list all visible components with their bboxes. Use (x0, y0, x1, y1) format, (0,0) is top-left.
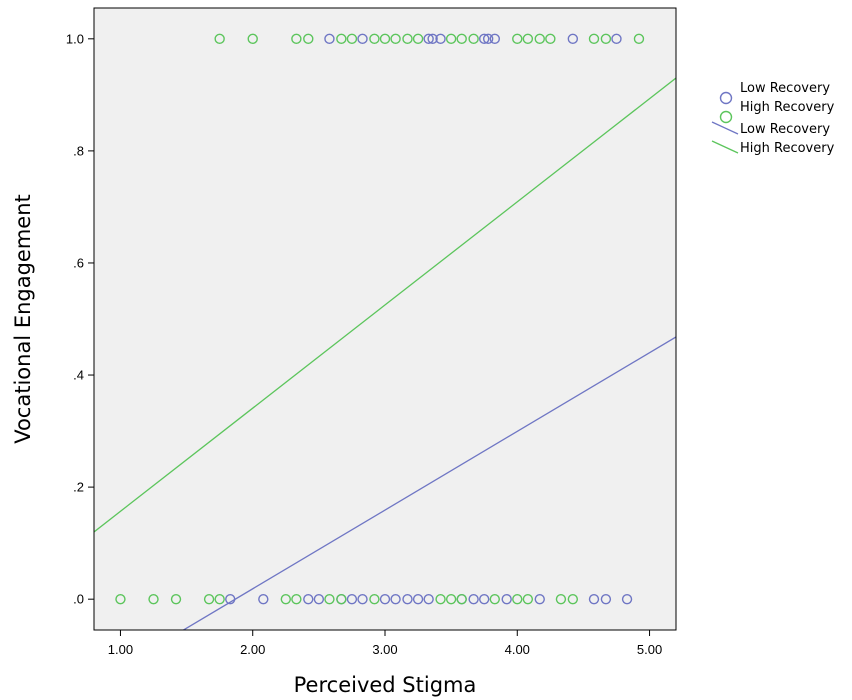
point-high-recovery (214, 33, 225, 45)
point-high-recovery (115, 593, 126, 605)
point-high-recovery (336, 593, 347, 605)
x-tick-label: 4.00 (505, 642, 530, 657)
point-high-recovery (522, 593, 534, 605)
x-tick-label: 3.00 (372, 642, 397, 657)
legend-line-low-recovery (711, 121, 739, 135)
point-high-recovery (336, 33, 347, 45)
point-low-recovery (468, 593, 479, 605)
point-high-recovery (170, 593, 182, 605)
point-low-recovery (534, 593, 545, 605)
point-low-recovery (423, 593, 434, 605)
point-high-recovery (512, 593, 523, 605)
point-low-recovery (303, 593, 314, 605)
point-low-recovery (225, 593, 236, 605)
point-high-recovery (445, 33, 457, 45)
legend-label-low-recovery: Low Recovery (740, 81, 830, 96)
point-low-recovery (412, 593, 424, 605)
point-high-recovery (303, 33, 314, 45)
point-low-recovery (402, 593, 413, 605)
point-high-recovery (148, 593, 159, 605)
point-high-recovery (390, 33, 401, 45)
legend-line-high-recovery (711, 140, 739, 154)
x-axis: 1.00 2.00 3.00 4.00 5.00 (108, 630, 662, 657)
y-tick-label: .4 (73, 368, 84, 383)
point-low-recovery (600, 593, 612, 605)
point-high-recovery (280, 593, 291, 605)
point-low-recovery (390, 593, 401, 605)
point-low-recovery (479, 593, 490, 605)
x-tick-label: 2.00 (240, 642, 265, 657)
point-low-recovery (588, 593, 600, 605)
legend-marker-high-recovery (719, 110, 733, 124)
point-low-recovery (258, 593, 269, 605)
point-high-recovery (545, 33, 556, 45)
x-axis-title: Perceived Stigma (294, 673, 477, 697)
point-low-recovery (379, 593, 391, 605)
point-low-recovery (501, 593, 512, 605)
point-high-recovery (369, 33, 380, 45)
point-low-recovery (482, 33, 494, 45)
point-high-recovery (633, 33, 645, 45)
y-tick-label: .0 (73, 592, 84, 607)
x-tick-label: 5.00 (637, 642, 662, 657)
fit-lines (94, 77, 676, 630)
point-high-recovery (402, 33, 413, 45)
point-high-recovery (522, 33, 534, 45)
point-low-recovery (427, 33, 438, 45)
point-low-recovery (479, 33, 490, 45)
point-low-recovery (567, 33, 579, 45)
point-low-recovery (435, 33, 446, 45)
point-high-recovery (600, 33, 612, 45)
point-high-recovery (412, 33, 424, 45)
legend: Low Recovery High Recovery Low Recovery Hig… (711, 81, 835, 156)
point-high-recovery (214, 593, 225, 605)
plot-area (94, 8, 676, 630)
point-low-recovery (324, 33, 335, 45)
point-high-recovery (567, 593, 579, 605)
fit-line-high-recovery (94, 77, 676, 533)
point-low-recovery (489, 33, 500, 45)
point-low-recovery (423, 33, 434, 45)
point-high-recovery (445, 593, 457, 605)
point-high-recovery (456, 33, 467, 45)
legend-marker-low-recovery (719, 91, 733, 105)
legend-label-low-recovery: Low Recovery (740, 122, 830, 137)
point-low-recovery (313, 593, 325, 605)
y-tick-label: .2 (73, 480, 84, 495)
y-axis: .0 .2 .4 .6 .8 1.0 (66, 31, 94, 607)
point-high-recovery (512, 33, 523, 45)
legend-label-high-recovery: High Recovery (740, 100, 835, 115)
point-high-recovery (588, 33, 600, 45)
point-low-recovery (611, 33, 622, 45)
point-low-recovery (621, 593, 633, 605)
point-high-recovery (534, 33, 545, 45)
y-tick-label: .6 (73, 255, 84, 270)
point-high-recovery (489, 593, 500, 605)
point-high-recovery (555, 593, 567, 605)
scatter-points (115, 33, 645, 605)
legend-label-high-recovery: High Recovery (740, 141, 835, 156)
point-high-recovery (468, 33, 479, 45)
point-high-recovery (291, 33, 302, 45)
point-low-recovery (357, 33, 368, 45)
point-high-recovery (456, 593, 467, 605)
point-high-recovery (379, 33, 391, 45)
point-high-recovery (324, 593, 335, 605)
point-high-recovery (369, 593, 380, 605)
point-high-recovery (203, 593, 215, 605)
y-tick-label: .8 (73, 143, 84, 158)
point-high-recovery (291, 593, 302, 605)
fit-line-low-recovery (182, 336, 676, 630)
y-axis-title: Vocational Engagement (11, 194, 35, 444)
point-high-recovery (435, 593, 446, 605)
point-low-recovery (357, 593, 368, 605)
point-high-recovery (247, 33, 258, 45)
y-tick-label: 1.0 (66, 31, 84, 46)
point-high-recovery (346, 33, 358, 45)
point-low-recovery (346, 593, 358, 605)
x-tick-label: 1.00 (108, 642, 133, 657)
